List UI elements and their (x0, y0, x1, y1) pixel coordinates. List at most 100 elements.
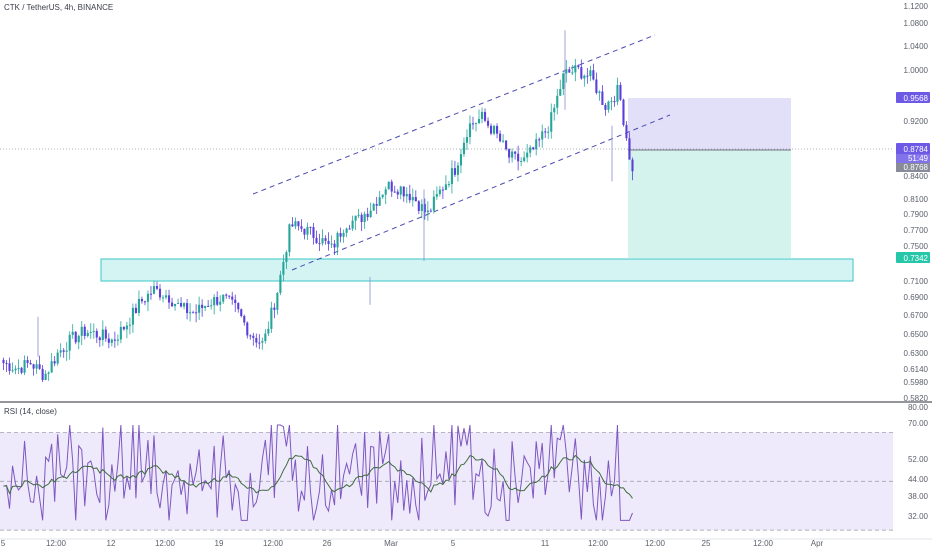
candle-body (631, 159, 634, 172)
candle-body (270, 307, 273, 329)
candle-body (306, 226, 309, 235)
candle-body (140, 298, 143, 302)
candle-body (186, 303, 189, 314)
countdown-tag: 51:49 (908, 154, 929, 163)
rsi-ma-line (3, 454, 633, 499)
rsi-title: RSI (14, close) (4, 407, 57, 416)
candle-body (366, 213, 369, 218)
stop-price-tag-bg (896, 92, 930, 103)
price-tick-label: 0.6140 (904, 365, 929, 374)
candle-body (610, 101, 613, 103)
rsi-pane[interactable] (0, 424, 893, 531)
candle-body (342, 232, 345, 237)
candle-body (198, 304, 201, 313)
candle-body (363, 213, 366, 222)
candle-body (607, 101, 610, 110)
candle-body (432, 196, 435, 211)
candle-body (282, 262, 285, 275)
candle-body (505, 140, 508, 150)
price-tick-label: 1.0800 (904, 19, 929, 28)
candle-body (520, 161, 523, 163)
candle-body (529, 147, 532, 153)
entry-price-tag: 0.8768 (904, 163, 929, 172)
candle-body (381, 194, 384, 198)
candle-body (23, 360, 26, 373)
candle-body (74, 331, 77, 343)
candle-body (20, 367, 23, 373)
time-tick-label: 5 (451, 539, 456, 548)
candle-body (192, 312, 195, 314)
candle-body (351, 220, 354, 229)
support-zone (100, 258, 854, 282)
candle-body (243, 316, 246, 323)
candle-body (71, 331, 74, 335)
candle-body (526, 152, 529, 158)
candle-body (333, 243, 336, 248)
candle-body (622, 99, 625, 125)
candle-body (53, 361, 56, 364)
candle-body (465, 137, 469, 143)
candle-body (339, 233, 342, 237)
candle-body (294, 221, 297, 227)
candle-body (252, 335, 255, 338)
target-price-tag-bg (896, 252, 930, 263)
time-tick-label: 12 (107, 539, 116, 548)
candle-body (477, 118, 481, 124)
candle-body (50, 361, 53, 373)
candle-body (514, 151, 517, 154)
rsi-line (3, 424, 633, 521)
candle-body (59, 350, 62, 353)
candle-body (303, 228, 306, 235)
candle-body (288, 224, 291, 253)
candle-body (598, 91, 601, 93)
candle-body (2, 359, 5, 364)
price-tick-label: 1.0400 (904, 42, 929, 51)
price-tick-label: 0.8400 (904, 172, 929, 181)
candle-body (189, 312, 192, 314)
candle-body (83, 326, 86, 337)
candle-body (541, 131, 544, 140)
candle-body (423, 204, 426, 213)
candle-body (330, 243, 333, 245)
rsi-tick-label: 38.00 (908, 492, 929, 501)
candle-body (592, 70, 595, 80)
candle-body (532, 147, 535, 150)
candle-body (68, 334, 71, 351)
candle-body (384, 189, 387, 195)
candle-body (559, 89, 562, 96)
candle-body (80, 326, 83, 336)
last-price-tag: 0.8784 (904, 145, 929, 154)
candle-body (104, 329, 107, 339)
price-pane[interactable] (0, 30, 893, 383)
candle-body (225, 294, 228, 296)
candle-body (158, 288, 162, 298)
candle-body (195, 312, 198, 314)
candle-body (577, 65, 580, 68)
candle-body (222, 294, 225, 302)
candle-body (128, 324, 131, 326)
candle-body (628, 138, 631, 160)
candle-body (116, 339, 119, 341)
candle-body (231, 296, 234, 300)
candle-body (402, 186, 405, 197)
price-tick-label: 0.7900 (904, 210, 929, 219)
candle-body (180, 303, 183, 307)
candle-body (92, 331, 95, 333)
price-tick-label: 0.5820 (904, 394, 929, 403)
time-tick-label: 12:00 (155, 539, 176, 548)
candle-body (246, 322, 249, 336)
candle-body (595, 79, 598, 93)
candle-body (538, 139, 541, 141)
candle-body (8, 363, 11, 371)
candle-body (468, 123, 472, 138)
candle-body (471, 123, 475, 125)
candle-body (201, 304, 204, 309)
price-tick-label: 0.7100 (904, 277, 929, 286)
candle-body (47, 372, 50, 374)
candle-body (38, 364, 41, 369)
price-tick-label: 0.6300 (904, 349, 929, 358)
candle-body (26, 360, 29, 363)
candle-body (426, 210, 429, 213)
candle-body (95, 331, 98, 338)
